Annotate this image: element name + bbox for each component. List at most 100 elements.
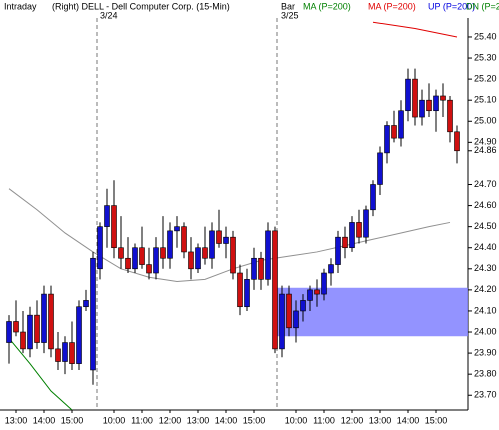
candle-body bbox=[293, 310, 299, 329]
candle-body bbox=[279, 293, 285, 350]
candle-body bbox=[419, 99, 425, 118]
candle-body bbox=[13, 321, 19, 333]
candle-body bbox=[356, 222, 362, 238]
candle-body bbox=[146, 264, 152, 274]
candle-body bbox=[398, 110, 404, 139]
chart-title: Intraday bbox=[4, 1, 37, 11]
candle-body bbox=[342, 236, 348, 249]
candle-body bbox=[314, 289, 320, 295]
candle-body bbox=[321, 272, 327, 295]
candle-body bbox=[328, 264, 334, 274]
candle-body bbox=[48, 293, 54, 350]
x-tick-label: 14:00 bbox=[397, 415, 420, 425]
candle-body bbox=[223, 236, 229, 244]
candle-body bbox=[265, 230, 271, 280]
x-tick-label: 15:00 bbox=[243, 415, 266, 425]
y-tick-label: 24.40 bbox=[474, 242, 497, 252]
candle-body bbox=[363, 209, 369, 238]
candle-body bbox=[426, 99, 432, 112]
date-label: 3/24 bbox=[100, 10, 118, 20]
y-tick-label: 23.70 bbox=[474, 390, 497, 400]
y-tick-label: 25.40 bbox=[474, 31, 497, 41]
y-tick-label: 24.60 bbox=[474, 200, 497, 210]
candle-body bbox=[216, 230, 222, 244]
candle-body bbox=[55, 348, 61, 362]
candle-body bbox=[384, 125, 390, 154]
overlay-line bbox=[8, 338, 73, 411]
x-tick-label: 15:00 bbox=[425, 415, 448, 425]
candle-body bbox=[272, 230, 278, 350]
candle-body bbox=[69, 342, 75, 364]
legend-entry: UP (P=200) bbox=[428, 1, 475, 11]
x-tick-label: 11:00 bbox=[131, 415, 153, 425]
candle-body bbox=[377, 152, 383, 185]
candle-body bbox=[251, 257, 257, 280]
y-tick-label: 24.50 bbox=[474, 221, 497, 231]
y-tick-label: 23.90 bbox=[474, 347, 497, 357]
x-tick-label: 10:00 bbox=[103, 415, 126, 425]
candle-body bbox=[209, 230, 215, 259]
x-tick-label: 11:00 bbox=[313, 415, 335, 425]
candle-body bbox=[188, 251, 194, 270]
overlay-line bbox=[372, 21, 458, 38]
candle-body bbox=[447, 99, 453, 133]
legend-entry: DN (P=2 bbox=[466, 1, 499, 11]
candle-body bbox=[244, 279, 250, 308]
legend-entry: MA (P=200) bbox=[368, 1, 416, 11]
x-tick-label: 13:00 bbox=[369, 415, 392, 425]
candle-body bbox=[335, 236, 341, 265]
y-tick-label: 24.70 bbox=[474, 179, 497, 189]
candle-body bbox=[174, 226, 180, 232]
candle-body bbox=[195, 247, 201, 270]
candle-body bbox=[62, 342, 68, 362]
candle-body bbox=[34, 314, 40, 343]
y-tick-label: 24.90 bbox=[474, 137, 497, 147]
x-tick-label: 14:00 bbox=[215, 415, 238, 425]
x-tick-label: 12:00 bbox=[341, 415, 364, 425]
candle-body bbox=[440, 95, 446, 101]
candle-body bbox=[370, 184, 376, 211]
x-tick-label: 13:00 bbox=[5, 415, 28, 425]
y-tick-label: 25.20 bbox=[474, 73, 497, 83]
candle-body bbox=[111, 205, 117, 249]
y-tick-label: 24.20 bbox=[474, 284, 497, 294]
candle-body bbox=[167, 230, 173, 259]
candle-body bbox=[76, 306, 82, 364]
candle-body bbox=[258, 257, 264, 280]
candle-body bbox=[181, 226, 187, 253]
y-tick-label: 25.10 bbox=[474, 95, 497, 105]
candle-body bbox=[104, 205, 110, 227]
candle-body bbox=[433, 95, 439, 112]
candle-body bbox=[20, 331, 26, 350]
candle-body bbox=[454, 131, 460, 152]
x-tick-label: 14:00 bbox=[33, 415, 56, 425]
y-tick-label: 25.00 bbox=[474, 116, 497, 126]
y-tick-label: 24.10 bbox=[474, 305, 497, 315]
candle-body bbox=[286, 293, 292, 329]
x-tick-label: 15:00 bbox=[61, 415, 84, 425]
candle-body bbox=[118, 247, 124, 259]
candle-body bbox=[391, 125, 397, 139]
candle-body bbox=[160, 247, 166, 259]
x-tick-label: 13:00 bbox=[187, 415, 210, 425]
y-tick-label: 24.86 bbox=[474, 145, 497, 155]
candle-body bbox=[139, 247, 145, 265]
legend-entry: MA (P=200) bbox=[303, 1, 351, 11]
y-tick-label: 25.30 bbox=[474, 52, 497, 62]
zone bbox=[276, 287, 468, 337]
candle-body bbox=[125, 257, 131, 270]
candle-body bbox=[6, 321, 12, 343]
candle-body bbox=[41, 293, 47, 343]
y-tick-label: 24.00 bbox=[474, 326, 497, 336]
bar-label: Bar bbox=[281, 1, 295, 11]
candle-body bbox=[307, 289, 313, 301]
candle-body bbox=[300, 300, 306, 312]
candle-body bbox=[132, 247, 138, 270]
candle-body bbox=[27, 314, 33, 350]
candle-body bbox=[230, 236, 236, 274]
candle-body bbox=[97, 226, 103, 270]
y-tick-label: 24.30 bbox=[474, 263, 497, 273]
chart-subtitle: (Right) DELL - Dell Computer Corp. (15-M… bbox=[52, 1, 230, 11]
